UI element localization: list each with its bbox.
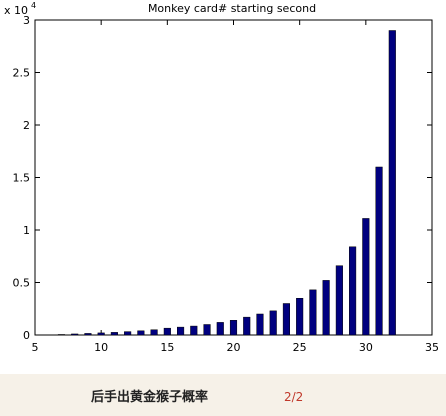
y-tick-label: 0.5 [13,277,31,290]
bar [97,332,105,336]
caption-page: 2/2 [284,390,303,404]
bar [296,298,304,336]
x-tick-label: 20 [227,341,241,354]
bar [150,329,158,336]
bar [388,30,396,336]
bar [362,218,370,336]
y-tick-label: 1.5 [13,172,31,185]
bar [216,322,224,336]
bar [335,265,343,336]
bar [190,325,198,336]
bar [163,327,171,336]
bar [243,316,251,336]
y-exponent-base: x 10 [4,4,28,17]
x-tick-label: 15 [160,341,174,354]
bar [309,289,317,336]
bar [269,310,277,336]
x-tick-label: 5 [32,341,39,354]
chart-title: Monkey card# starting second [148,2,316,15]
bar [256,313,264,336]
caption-text: 后手出黄金猴子概率 [91,389,208,405]
bar [137,330,145,336]
caption-band [0,374,446,416]
y-tick-label: 1 [23,224,30,237]
bar [84,333,92,336]
bar [375,166,383,336]
y-tick-label: 0 [23,329,30,342]
bar [71,333,79,336]
bar [57,334,66,336]
bar [177,326,185,336]
y-exponent-power: 4 [31,1,36,10]
x-tick-label: 35 [425,341,439,354]
y-tick-label: 2 [23,119,30,132]
bar [203,324,211,336]
bar [349,246,357,336]
bar [229,320,238,336]
bar [110,332,118,336]
bar [124,331,132,336]
x-tick-label: 10 [94,341,108,354]
y-tick-label: 2.5 [13,67,31,80]
bar [282,303,290,336]
x-tick-label: 25 [293,341,307,354]
bar [322,280,330,336]
y-tick-label: 3 [23,14,30,27]
x-tick-label: 30 [359,341,373,354]
